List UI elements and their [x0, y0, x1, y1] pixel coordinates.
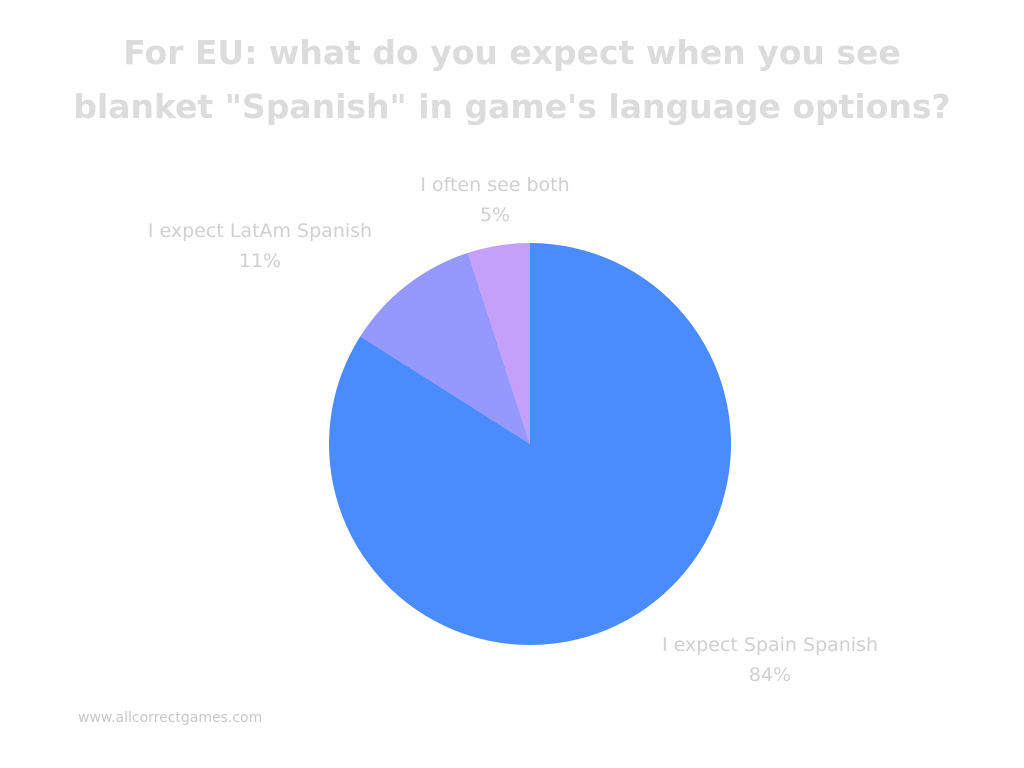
slice-label-text: I expect LatAm Spanish	[147, 220, 373, 242]
chart-title-line-2: blanket "Spanish" in game's language opt…	[73, 87, 951, 126]
slice-label-value: 84%	[748, 664, 792, 686]
slice-label-text: I expect Spain Spanish	[661, 634, 879, 656]
slice-label-text: I often see both	[420, 174, 570, 196]
slice-label-value: 11%	[238, 250, 282, 272]
slice-label-latam-spanish: I expect LatAm Spanish 11%	[125, 216, 395, 276]
pie-slice-i-often-see-both	[467, 243, 530, 444]
pie-slice-i-expect-spain-spanish	[329, 243, 732, 645]
chart-title: For EU: what do you expect when you see …	[0, 26, 1024, 134]
pie-slice-i-expect-latam-spanish	[360, 252, 530, 444]
slice-label-spain-spanish: I expect Spain Spanish 84%	[630, 630, 910, 690]
slice-label-often-see-both: I often see both 5%	[400, 170, 590, 230]
chart-title-line-1: For EU: what do you expect when you see	[123, 33, 901, 72]
slice-label-value: 5%	[479, 204, 511, 226]
footer-url: www.allcorrectgames.com	[78, 710, 263, 726]
